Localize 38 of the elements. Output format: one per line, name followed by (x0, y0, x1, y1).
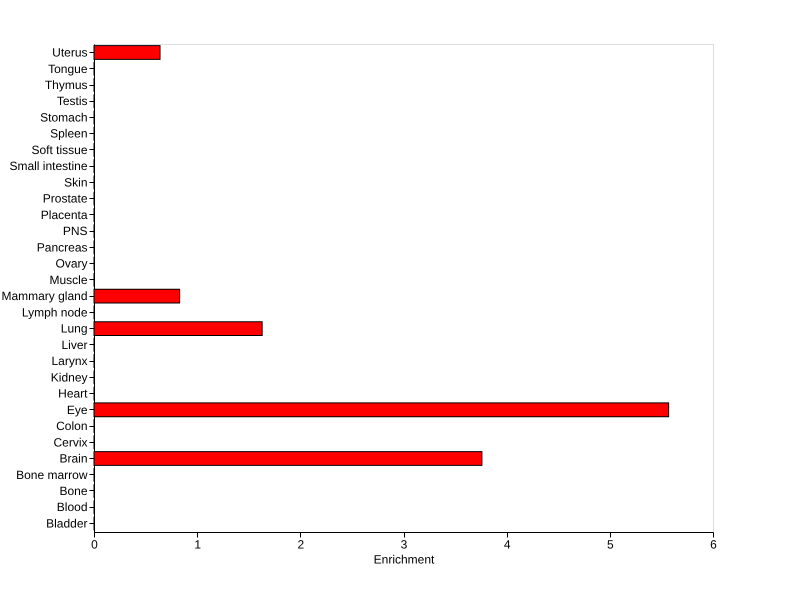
y-tick-label: Cervix (53, 435, 88, 450)
y-tick-label: Bone marrow (16, 468, 88, 482)
y-tick-label: Larynx (51, 354, 88, 368)
y-tick-label: Spleen (50, 126, 88, 141)
y-tick-label: Colon (56, 419, 88, 434)
y-tick-label: Kidney (50, 370, 88, 384)
y-tick-label: Brain (59, 452, 88, 466)
y-tick-label: Prostate (42, 192, 88, 206)
y-tick-label: Liver (61, 338, 88, 352)
x-tick-label: 0 (91, 538, 98, 552)
x-tick-label: 1 (194, 538, 202, 552)
y-tick-label: Muscle (49, 272, 88, 287)
y-tick-label: Eye (66, 402, 88, 417)
y-tick-label: Pancreas (36, 240, 88, 254)
y-tick-label: Bone (59, 484, 88, 498)
x-tick-label: 3 (400, 538, 408, 552)
y-tick-label: Soft tissue (31, 142, 88, 157)
y-tick-label: Small intestine (9, 159, 88, 174)
y-tick-label: Skin (64, 175, 88, 190)
x-tick-label: 2 (297, 538, 304, 552)
y-tick-label: Testis (56, 94, 88, 108)
y-tick-label: Bladder (46, 516, 88, 530)
y-tick-label: Stomach (40, 110, 88, 124)
y-tick-label: Placenta (40, 208, 88, 222)
y-tick-label: Lung (60, 322, 88, 336)
y-tick-label: Uterus (52, 46, 88, 60)
x-tick-label: 4 (504, 538, 511, 552)
x-axis-title: Enrichment (374, 552, 436, 566)
y-tick-label: Heart (58, 386, 88, 401)
y-tick-label: Blood (56, 500, 88, 514)
y-tick-label: Thymus (44, 78, 88, 92)
x-tick-label: 6 (710, 538, 718, 552)
y-tick-label: Lymph node (22, 305, 88, 320)
y-tick-label: Ovary (55, 256, 88, 271)
y-tick-label: PNS (62, 224, 88, 238)
y-tick-label: Mammary gland (1, 289, 88, 304)
x-tick-label: 5 (606, 538, 614, 552)
y-tick-label: Tongue (48, 62, 88, 76)
